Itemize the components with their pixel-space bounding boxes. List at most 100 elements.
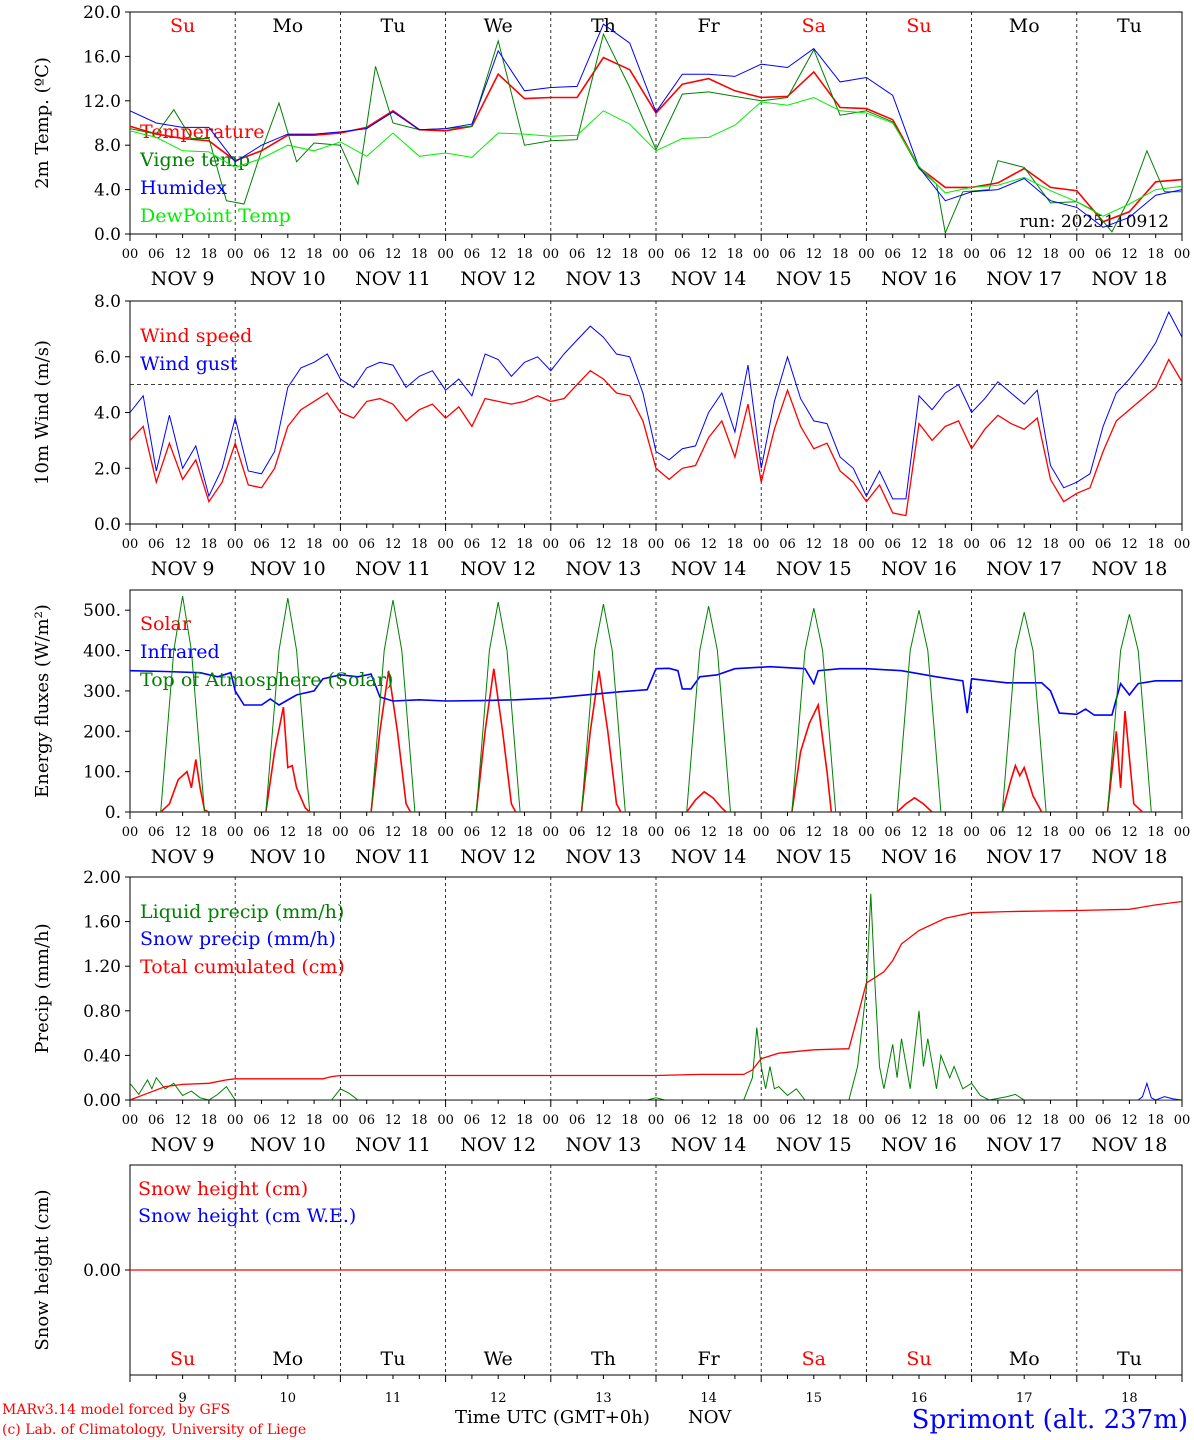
date-label: NOV 14	[671, 558, 747, 580]
hour-tick-label: 00	[227, 1113, 244, 1128]
hour-tick-label: 12	[595, 825, 612, 840]
hour-tick-label: 12	[490, 247, 507, 262]
hour-tick-label: 12	[280, 825, 297, 840]
hour-tick-label: 00	[753, 1113, 770, 1128]
hour-tick-label: 06	[779, 537, 796, 552]
hour-tick-label: 12	[1016, 247, 1033, 262]
hour-tick-label: 00	[543, 825, 560, 840]
weekday-label: Tu	[381, 1348, 406, 1370]
hour-tick-label: 18	[832, 537, 849, 552]
weekday-label: Fr	[697, 1348, 720, 1370]
y-tick-label: 1.20	[83, 957, 121, 977]
hour-tick-label: 00	[753, 247, 770, 262]
hour-tick-label: 12	[174, 825, 191, 840]
date-label: NOV 11	[355, 558, 431, 580]
y-tick-label: 0.0	[94, 515, 121, 535]
hour-tick-label: 06	[253, 1113, 270, 1128]
hour-tick-label: 00	[122, 247, 139, 262]
legend-entry: Humidex	[140, 177, 227, 199]
date-label: NOV 10	[250, 558, 326, 580]
hour-tick-label: 18	[516, 537, 533, 552]
weekday-label: Mo	[272, 15, 303, 37]
hour-tick-label: 12	[595, 1113, 612, 1128]
y-tick-label: 2.0	[94, 459, 121, 479]
y-axis-title: 2m Temp. (ºC)	[32, 57, 53, 189]
legend-entry: Wind gust	[140, 353, 238, 375]
y-tick-label: 400.	[83, 642, 121, 662]
series-line-humidex	[130, 23, 1182, 228]
date-label: NOV 10	[250, 846, 326, 868]
date-label: NOV 15	[776, 1134, 852, 1156]
hour-tick-label: 18	[937, 1113, 954, 1128]
hour-tick-label: 12	[490, 537, 507, 552]
date-label: NOV 15	[776, 558, 852, 580]
hour-tick-label: 06	[1095, 247, 1112, 262]
hour-tick-label: 12	[700, 537, 717, 552]
hour-tick-label: 12	[911, 1113, 928, 1128]
hour-tick-label: 00	[122, 537, 139, 552]
hour-tick-label: 18	[306, 1113, 323, 1128]
hour-tick-label: 06	[779, 247, 796, 262]
day-number-label: 16	[911, 1391, 928, 1406]
hour-tick-label: 12	[174, 537, 191, 552]
date-label: NOV 9	[151, 846, 215, 868]
hour-tick-label: 12	[280, 247, 297, 262]
hour-tick-label: 06	[464, 247, 481, 262]
hour-tick-label: 00	[1174, 825, 1191, 840]
date-label: NOV 16	[881, 1134, 957, 1156]
hour-tick-label: 00	[753, 537, 770, 552]
legend-entry: Solar	[140, 613, 192, 635]
date-label: NOV 14	[671, 846, 747, 868]
hour-tick-label: 18	[516, 1113, 533, 1128]
date-label: NOV 13	[565, 268, 641, 290]
hour-tick-label: 06	[358, 247, 375, 262]
hour-tick-label: 06	[1095, 825, 1112, 840]
hour-tick-label: 00	[963, 825, 980, 840]
weekday-label: Th	[591, 15, 616, 37]
hour-tick-label: 06	[569, 825, 586, 840]
hour-tick-label: 00	[1174, 537, 1191, 552]
y-tick-label: 200.	[83, 722, 121, 742]
hour-tick-label: 00	[543, 537, 560, 552]
weekday-label: Mo	[1009, 15, 1040, 37]
hour-tick-label: 00	[858, 825, 875, 840]
hour-tick-label: 18	[516, 825, 533, 840]
hour-tick-label: 18	[1042, 825, 1059, 840]
hour-tick-label: 12	[806, 247, 823, 262]
y-tick-label: 8.0	[94, 136, 121, 156]
hour-tick-label: 12	[1016, 825, 1033, 840]
hour-tick-label: 18	[727, 1113, 744, 1128]
y-tick-label: 100.	[83, 763, 121, 783]
date-label: NOV 16	[881, 558, 957, 580]
hour-tick-label: 12	[174, 247, 191, 262]
hour-tick-label: 12	[385, 825, 402, 840]
hour-tick-label: 18	[1147, 247, 1164, 262]
date-label: NOV 17	[986, 268, 1062, 290]
y-tick-label: 0.00	[83, 1261, 121, 1281]
hour-tick-label: 12	[280, 537, 297, 552]
hour-tick-label: 00	[543, 247, 560, 262]
series-line-wind-gust	[130, 310, 1182, 500]
date-label: NOV 18	[1091, 1134, 1167, 1156]
weekday-label: Su	[906, 15, 931, 37]
legend-entry: Wind speed	[140, 325, 252, 347]
series-line-infrared	[130, 665, 1182, 716]
hour-tick-label: 06	[148, 825, 165, 840]
hour-tick-label: 00	[543, 1113, 560, 1128]
panel-1: 0.0 4.0 8.0 12.0 16.0 20.0 2m Temp. (ºC) 00 06 12…	[32, 3, 1190, 290]
hour-tick-label: 06	[990, 247, 1007, 262]
date-label: NOV 12	[460, 558, 536, 580]
weekday-label: Tu	[1117, 15, 1142, 37]
hour-tick-label: 00	[227, 825, 244, 840]
hour-tick-label: 12	[700, 247, 717, 262]
lab-credit: (c) Lab. of Climatology, University of L…	[2, 1422, 306, 1438]
series-line-total-cumulated-cm-	[130, 900, 1182, 1100]
hour-tick-label: 00	[122, 825, 139, 840]
hour-tick-label: 12	[911, 825, 928, 840]
hour-tick-label: 18	[1147, 1113, 1164, 1128]
date-label: NOV 14	[671, 1134, 747, 1156]
hour-tick-label: 18	[201, 1113, 218, 1128]
series-line-liquid-precip-mm-h-	[130, 893, 1182, 1100]
date-label: NOV 17	[986, 558, 1062, 580]
day-number-label: 18	[1121, 1391, 1138, 1406]
